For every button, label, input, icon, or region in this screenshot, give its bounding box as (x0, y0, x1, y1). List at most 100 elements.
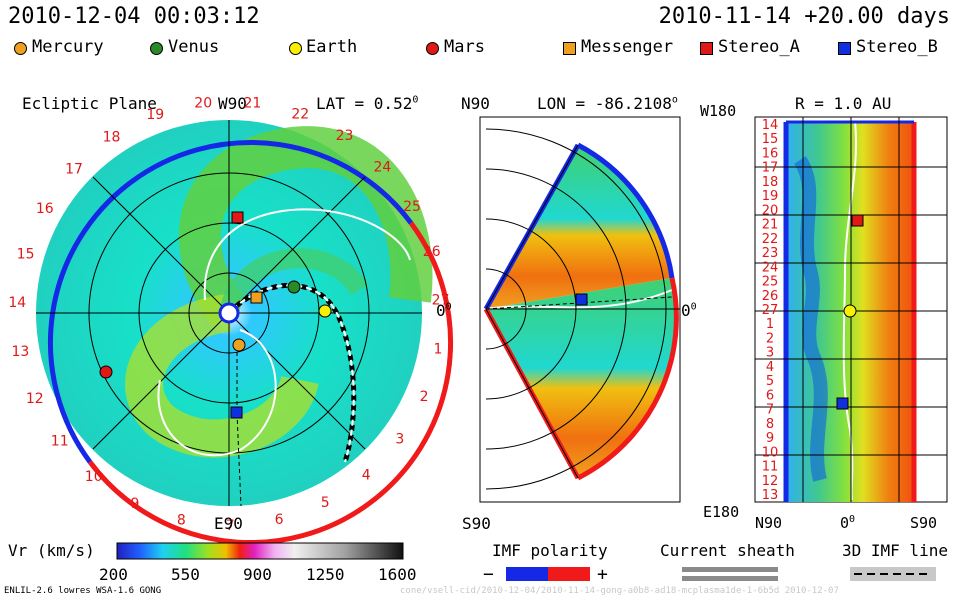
legend-messenger: Messenger (581, 37, 674, 57)
imf-positive-rim (87, 221, 454, 546)
imf-plus-label: + (597, 564, 608, 585)
rplane-day-label: 4 (766, 360, 774, 375)
ring-date-label: 17 (65, 161, 83, 177)
ring-date-label: 20 (194, 96, 212, 112)
rplane-day-label: 2 (766, 332, 774, 347)
meridional-grid (485, 128, 680, 490)
legend-mars: Mars (444, 37, 485, 57)
ring-date-label: 18 (103, 130, 121, 146)
ring-date-label: 2 (420, 389, 429, 405)
south-sector (486, 278, 677, 478)
earth-position (318, 304, 332, 318)
rplane-day-label: 9 (766, 431, 774, 446)
rplane-day-label: 15 (762, 132, 779, 147)
rplane-x-s90: S90 (910, 514, 938, 532)
current-sheath-symbol (682, 567, 778, 572)
legend-stereo-a: Stereo_A (718, 37, 800, 57)
rplane-day-label: 1 (766, 317, 774, 332)
earth-rplane (843, 304, 857, 318)
rplane-day-label: 12 (762, 474, 779, 489)
legend-stereo-b: Stereo_B (856, 37, 938, 57)
rplane-day-label: 19 (762, 189, 779, 204)
legend-venus: Venus (168, 37, 220, 57)
mercury-marker (14, 42, 27, 55)
rplane-day-label: 8 (766, 417, 774, 432)
rplane-day-label: 23 (762, 246, 779, 261)
north-sector (486, 145, 672, 309)
rplane-bottom-label: E180 (703, 503, 740, 521)
sun-icon (218, 302, 240, 324)
rplane-day-label: 14 (762, 118, 779, 133)
imf-polarity-title: IMF polarity (492, 541, 608, 560)
stereo-a-position (231, 211, 244, 224)
ring-date-label: 11 (51, 434, 69, 450)
rplane-day-label: 5 (766, 374, 774, 389)
current-sheath-line (203, 208, 411, 301)
model-time: 2010-12-04 00:03:12 (8, 4, 260, 29)
current-sheath-line (157, 329, 277, 457)
ring-date-label: 10 (85, 469, 103, 485)
ring-date-label: 25 (403, 199, 421, 215)
meridional-plot (479, 116, 681, 503)
ring-date-label: 15 (17, 246, 35, 262)
imf-minus-label: − (483, 564, 494, 585)
ring-date-label: 24 (373, 160, 391, 176)
rplane-day-label: 22 (762, 232, 779, 247)
ring-date-label: 7 (226, 518, 235, 534)
rplane-day-label: 21 (762, 218, 779, 233)
colorbar-tick-900: 900 (243, 565, 272, 584)
ring-date-label: 23 (336, 128, 354, 144)
messenger-marker (563, 42, 576, 55)
rplane-day-labels: 1415161718192021222324252627123456789101… (762, 118, 779, 503)
stereo-b-marker (838, 42, 851, 55)
rplane-grid (755, 117, 947, 502)
ecliptic-right-label: 00 (436, 301, 452, 320)
venus-position (287, 280, 301, 294)
ring-date-label: 6 (275, 512, 284, 528)
ring-date-label: 13 (11, 344, 29, 360)
rplane-x-n90: N90 (755, 514, 783, 532)
ring-date-label: 5 (321, 495, 330, 511)
stereo-b-position (230, 406, 243, 419)
rplane-day-label: 11 (762, 460, 779, 475)
ring-date-label: 16 (36, 201, 54, 217)
meridional-right-label: 00 (681, 301, 697, 320)
stereo-b-rplane (836, 397, 849, 410)
rplane-day-label: 24 (762, 260, 779, 275)
ring-date-label: 14 (8, 295, 26, 311)
ring-date-label: 1 (434, 342, 443, 358)
messenger-position (250, 291, 263, 304)
ring-date-label: 27 (432, 292, 450, 308)
ring-date-label: 3 (395, 432, 404, 448)
mercury-position (232, 338, 246, 352)
venus-marker (150, 42, 163, 55)
ring-date-label: 21 (243, 95, 261, 111)
ring-date-label: 22 (291, 106, 309, 122)
rplane-day-label: 17 (762, 161, 779, 176)
rplane-day-label: 25 (762, 275, 779, 290)
ring-date-labels: 20 21222324252627123456789101112131415161… (8, 95, 449, 534)
ring-date-label: 12 (26, 391, 44, 407)
meridional-bottom-label: S90 (462, 514, 491, 533)
yellow-stream-spiral (125, 294, 319, 458)
fast-stream-spiral (178, 126, 433, 326)
run-start-time: 2010-11-14 +20.00 days (658, 4, 950, 29)
rplane-day-label: 7 (766, 403, 774, 418)
ring-date-label: 8 (177, 513, 186, 529)
ecliptic-plane-plot (36, 120, 454, 546)
legend-earth: Earth (306, 37, 358, 57)
rplane-day-label: 13 (762, 488, 779, 503)
rplane-x-zero: 00 (840, 514, 856, 532)
ring-date-label: 19 (146, 107, 164, 123)
ecliptic-title: Ecliptic Plane (22, 94, 157, 113)
velocity-colorbar (116, 542, 404, 560)
colorbar-tick-1250: 1250 (306, 565, 345, 584)
rplane-day-label: 27 (762, 303, 779, 318)
stereo-a-rplane (851, 214, 864, 227)
rplane-sheath (842, 121, 858, 501)
mars-position (99, 365, 113, 379)
imf-3d-line-title: 3D IMF line (842, 541, 948, 560)
run-id-footer: cone/vsell-cid/2010-12-04/2010-11-14-gon… (400, 586, 839, 596)
imf-positive-swatch (548, 567, 590, 581)
